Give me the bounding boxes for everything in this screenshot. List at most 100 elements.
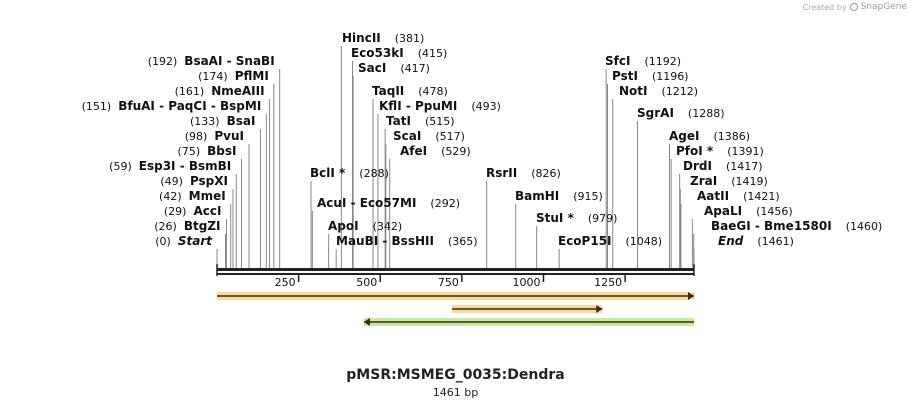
site-acui-eco57mi[interactable]: AcuI - Eco57MI (292)	[317, 196, 460, 210]
site-name: Start	[178, 234, 213, 248]
site-position: (915)	[573, 190, 603, 203]
site-pfoi[interactable]: PfoI * (1391)	[676, 144, 764, 158]
site-bcli[interactable]: BclI * (288)	[310, 166, 389, 180]
site-btgzi[interactable]: BtgZI (26)	[154, 219, 220, 233]
site-aatii[interactable]: AatII (1421)	[697, 189, 780, 203]
site-ecop15i[interactable]: EcoP15I (1048)	[558, 234, 662, 248]
feature-arrow-1[interactable]	[217, 292, 694, 300]
site-afei[interactable]: AfeI (529)	[400, 144, 471, 158]
site-kfli-ppumi[interactable]: KflI - PpuMI (493)	[379, 99, 501, 113]
plasmid-length: 1461 bp	[432, 386, 479, 399]
site-eco53ki[interactable]: Eco53kI (415)	[351, 46, 447, 60]
site-taqii[interactable]: TaqII (478)	[372, 84, 448, 98]
site-esp3i-bsmbi[interactable]: Esp3I - BsmBI (59)	[109, 159, 231, 173]
site-position: (98)	[185, 130, 208, 143]
site-name: BaeGI - Bme1580I	[711, 219, 832, 233]
site-sgrai[interactable]: SgrAI (1288)	[637, 106, 724, 120]
site-position: (493)	[471, 100, 501, 113]
site-apoi[interactable]: ApoI (342)	[328, 219, 402, 233]
site-pflmi[interactable]: PflMI (174)	[198, 69, 269, 83]
backbone-top-strand	[217, 268, 694, 271]
site-name: Esp3I - BsmBI	[139, 159, 231, 173]
site-hincii[interactable]: HincII (381)	[342, 31, 424, 45]
tick-label: 1000	[512, 276, 540, 289]
site-position: (1391)	[727, 145, 764, 158]
site-bbsi[interactable]: BbsI (75)	[178, 144, 237, 158]
site-rsrii[interactable]: RsrII (826)	[486, 166, 561, 180]
site-zrai[interactable]: ZraI (1419)	[690, 174, 768, 188]
site-name: ApaLI	[704, 204, 742, 218]
site-position: (1192)	[644, 55, 681, 68]
site-agei[interactable]: AgeI (1386)	[669, 129, 750, 143]
site-acci[interactable]: AccI (29)	[164, 204, 222, 218]
site-baegi-bme1580i[interactable]: BaeGI - Bme1580I (1460)	[711, 219, 882, 233]
site-name: ScaI	[393, 129, 421, 143]
site-psti[interactable]: PstI (1196)	[612, 69, 689, 83]
arrow-head-icon	[688, 292, 694, 300]
site-apali[interactable]: ApaLI (1456)	[704, 204, 793, 218]
tick-label: 500	[356, 276, 377, 289]
site-name: MmeI	[189, 189, 226, 203]
site-pspxi[interactable]: PspXI (49)	[160, 174, 228, 188]
site-name: BamHI	[515, 189, 559, 203]
site-position: (1419)	[731, 175, 768, 188]
site-saci[interactable]: SacI (417)	[358, 61, 430, 75]
site-bsaai-snabi[interactable]: BsaAI - SnaBI (192)	[148, 54, 275, 68]
feature-arrow-2[interactable]	[452, 305, 603, 313]
site-name: PflMI	[235, 69, 269, 83]
site-name: TaqII	[372, 84, 404, 98]
site-position: (826)	[531, 167, 561, 180]
site-mmei[interactable]: MmeI (42)	[159, 189, 226, 203]
site-leader-lines	[216, 46, 695, 268]
site-nmeaiii[interactable]: NmeAIII (161)	[175, 84, 265, 98]
site-bsai[interactable]: BsaI (133)	[190, 114, 255, 128]
dna-backbone	[216, 264, 695, 276]
site-labels: Start (0) BtgZI (26) AccI (29) MmeI (42) PspXI (4…	[82, 31, 883, 248]
site-position: (75)	[178, 145, 201, 158]
feature-arrows	[217, 292, 694, 326]
site-position: (1288)	[688, 107, 725, 120]
site-name: PstI	[612, 69, 638, 83]
site-tati[interactable]: TatI (515)	[386, 114, 455, 128]
site-name: PfoI *	[676, 144, 714, 158]
site-name: AccI	[193, 204, 221, 218]
tick-label: 1250	[594, 276, 622, 289]
site-start[interactable]: Start (0)	[155, 234, 213, 248]
site-position: (0)	[155, 235, 171, 248]
site-sfci[interactable]: SfcI (1192)	[605, 54, 681, 68]
site-position: (342)	[373, 220, 403, 233]
site-stui[interactable]: StuI * (979)	[536, 211, 617, 225]
site-name: BfuAI - PaqCI - BspMI	[118, 99, 261, 113]
site-position: (417)	[400, 62, 430, 75]
site-name: Eco53kI	[351, 46, 404, 60]
snapgene-logo-icon	[849, 3, 858, 11]
site-bfuai-paqci-bspmi[interactable]: BfuAI - PaqCI - BspMI (151)	[82, 99, 262, 113]
feature-arrow-3[interactable]	[363, 318, 694, 326]
site-name: MauBI - BssHII	[336, 234, 434, 248]
site-maubi-bsshii[interactable]: MauBI - BssHII (365)	[336, 234, 478, 248]
site-name: End	[718, 234, 744, 248]
site-name: BclI *	[310, 166, 346, 180]
site-position: (29)	[164, 205, 187, 218]
tick-marks: 250 500 750 1000 1250	[275, 275, 626, 289]
site-name: ApoI	[328, 219, 359, 233]
site-name: SacI	[358, 61, 386, 75]
site-position: (415)	[418, 47, 448, 60]
site-noti[interactable]: NotI (1212)	[619, 84, 698, 98]
site-position: (515)	[425, 115, 455, 128]
site-end[interactable]: End (1461)	[718, 234, 794, 248]
site-name: BsaI	[227, 114, 256, 128]
site-position: (59)	[109, 160, 132, 173]
site-position: (1212)	[662, 85, 699, 98]
site-name: NotI	[619, 84, 648, 98]
site-name: StuI *	[536, 211, 575, 225]
site-position: (161)	[175, 85, 205, 98]
site-bamhi[interactable]: BamHI (915)	[515, 189, 603, 203]
site-drdi[interactable]: DrdI (1417)	[683, 159, 763, 173]
site-position: (529)	[441, 145, 471, 158]
site-pvui[interactable]: PvuI (98)	[185, 129, 244, 143]
arrow-head-icon	[363, 318, 370, 326]
site-position: (1421)	[743, 190, 780, 203]
site-scai[interactable]: ScaI (517)	[393, 129, 465, 143]
